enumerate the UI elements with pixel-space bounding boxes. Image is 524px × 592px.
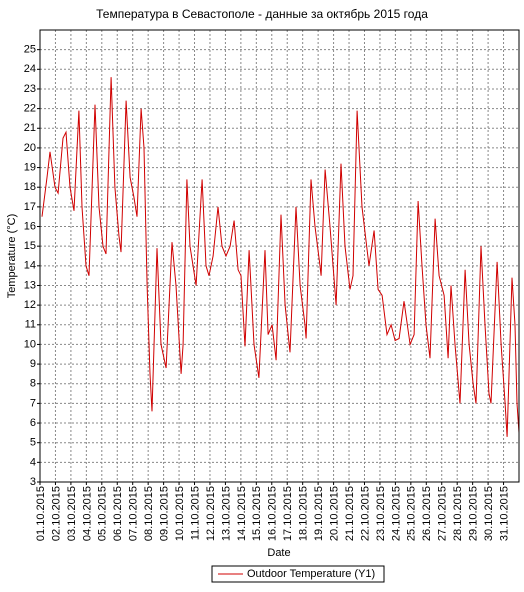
x-tick-label: 16.10.2015: [267, 486, 279, 541]
legend-label: Outdoor Temperature (Y1): [247, 568, 375, 580]
y-tick-label: 4: [30, 456, 36, 468]
x-tick-label: 09.10.2015: [159, 486, 171, 541]
x-tick-label: 12.10.2015: [205, 486, 217, 541]
y-tick-label: 25: [24, 44, 36, 56]
x-tick-label: 27.10.2015: [437, 486, 449, 541]
plot: [41, 77, 520, 437]
data-line: [41, 77, 520, 437]
y-tick-label: 6: [30, 417, 36, 429]
x-tick-label: 17.10.2015: [282, 486, 294, 541]
y-tick-label: 13: [24, 279, 36, 291]
x-tick-label: 18.10.2015: [298, 486, 310, 541]
x-tick-label: 11.10.2015: [189, 486, 201, 540]
x-tick-label: 01.10.2015: [35, 486, 47, 541]
y-axis-label: Temperature (°C): [6, 214, 18, 298]
y-tick-label: 11: [25, 319, 36, 331]
x-tick-label: 10.10.2015: [174, 486, 186, 541]
x-tick-label: 07.10.2015: [128, 486, 140, 541]
y-tick-label: 19: [24, 161, 36, 173]
y-tick-label: 18: [24, 181, 36, 193]
y-tick-label: 15: [24, 240, 36, 252]
x-tick-label: 02.10.2015: [50, 486, 62, 541]
x-tick-label: 05.10.2015: [97, 486, 109, 541]
y-tick-label: 20: [24, 142, 36, 154]
y-tick-label: 12: [24, 299, 36, 311]
x-tick-label: 04.10.2015: [81, 486, 93, 541]
legend: [211, 565, 385, 583]
x-tick-label: 30.10.2015: [483, 486, 495, 541]
y-tick-label: 21: [24, 122, 36, 134]
y-tick-label: 9: [30, 358, 36, 370]
grid: [39, 30, 519, 483]
y-tick-label: 14: [24, 260, 36, 272]
x-tick-label: 14.10.2015: [236, 486, 248, 541]
x-tick-label: 26.10.2015: [421, 486, 433, 541]
plot-frame: [39, 29, 520, 483]
x-tick-label: 19.10.2015: [313, 486, 325, 541]
y-tick-label: 17: [24, 201, 36, 213]
y-tick-label: 22: [24, 103, 36, 115]
y-tick-label: 16: [24, 220, 36, 232]
x-axis-label: Date: [267, 547, 290, 559]
x-tick-label: 23.10.2015: [375, 486, 387, 541]
y-tick-label: 8: [30, 378, 36, 390]
x-tick-label: 08.10.2015: [143, 486, 155, 541]
x-tick-label: 15.10.2015: [251, 486, 263, 541]
x-tick-label: 22.10.2015: [359, 486, 371, 541]
y-tick-label: 24: [24, 63, 36, 75]
x-tick-label: 28.10.2015: [452, 486, 464, 541]
x-tick-label: 06.10.2015: [112, 486, 124, 541]
x-tick-label: 03.10.2015: [66, 486, 78, 541]
y-tick-label: 10: [24, 338, 36, 350]
x-tick-label: 20.10.2015: [328, 486, 340, 541]
x-tick-label: 21.10.2015: [344, 486, 356, 541]
x-tick-label: 24.10.2015: [390, 486, 402, 541]
chart-title: Температура в Севастополе - данные за ок…: [96, 7, 428, 21]
x-tick-label: 25.10.2015: [406, 486, 418, 541]
y-tick-label: 7: [30, 397, 36, 409]
y-tick-label: 23: [24, 83, 36, 95]
x-tick-label: 13.10.2015: [220, 486, 232, 541]
x-tick-label: 31.10.2015: [498, 486, 510, 541]
y-tick-label: 3: [30, 476, 36, 488]
y-tick-label: 5: [30, 437, 36, 449]
x-tick-label: 29.10.2015: [468, 486, 480, 541]
